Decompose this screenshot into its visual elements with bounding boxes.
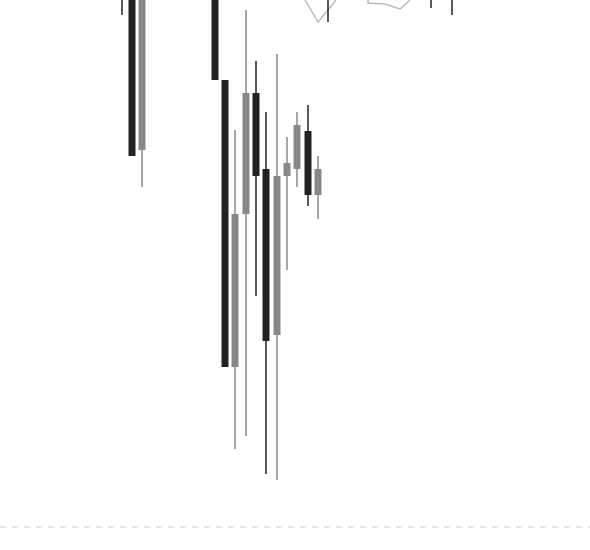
candle-body	[283, 163, 291, 176]
candle-body	[262, 169, 270, 341]
candle-body	[138, 0, 146, 150]
candle-body	[211, 0, 219, 80]
candle-body	[242, 93, 250, 214]
candle-body	[273, 176, 281, 335]
candle-body	[293, 125, 301, 169]
candle-body	[314, 169, 322, 195]
overlay-line	[304, 0, 337, 24]
overlay-line	[367, 0, 411, 10]
candle-body	[252, 93, 260, 176]
candle-body	[128, 0, 136, 156]
candle-body	[304, 131, 312, 195]
candle-body	[231, 214, 239, 367]
candle-body	[221, 80, 229, 367]
